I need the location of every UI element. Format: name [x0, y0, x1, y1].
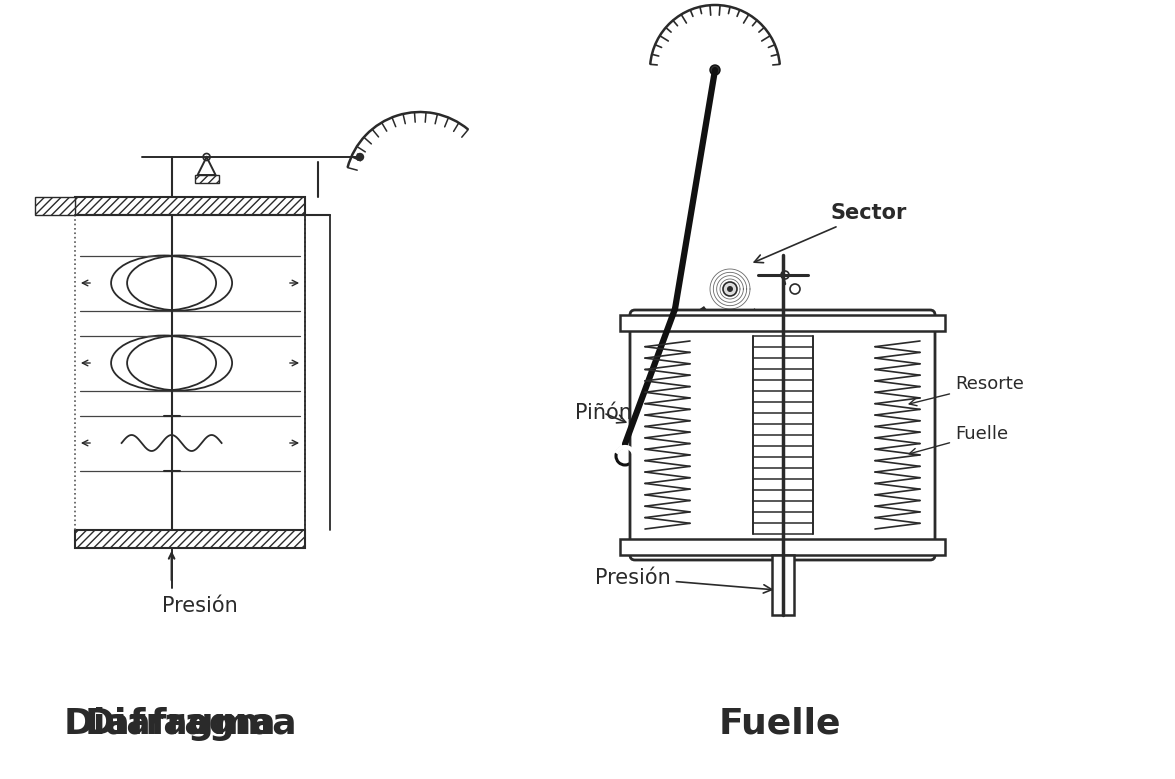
Circle shape: [356, 153, 363, 160]
Text: Sector: Sector: [754, 203, 906, 263]
Polygon shape: [680, 308, 776, 349]
Bar: [195, 175, 219, 183]
Circle shape: [710, 65, 720, 75]
Circle shape: [781, 271, 788, 279]
Text: Fuelle: Fuelle: [909, 425, 1008, 456]
Text: Diafragma: Diafragma: [63, 707, 276, 741]
Text: Fuelle: Fuelle: [719, 707, 841, 741]
Bar: [620, 539, 945, 555]
Text: Presión: Presión: [162, 596, 237, 616]
Text: Piñón: Piñón: [575, 403, 632, 423]
Circle shape: [790, 284, 800, 294]
Bar: [620, 315, 945, 331]
Text: Resorte: Resorte: [909, 375, 1023, 406]
Text: Diafragma: Diafragma: [85, 707, 297, 741]
Text: Presión: Presión: [595, 568, 772, 593]
Bar: [75, 197, 306, 215]
FancyBboxPatch shape: [630, 310, 935, 560]
Bar: [35, 197, 75, 215]
Circle shape: [727, 286, 733, 292]
Bar: [772, 555, 793, 615]
Bar: [75, 530, 306, 548]
Circle shape: [723, 282, 737, 296]
